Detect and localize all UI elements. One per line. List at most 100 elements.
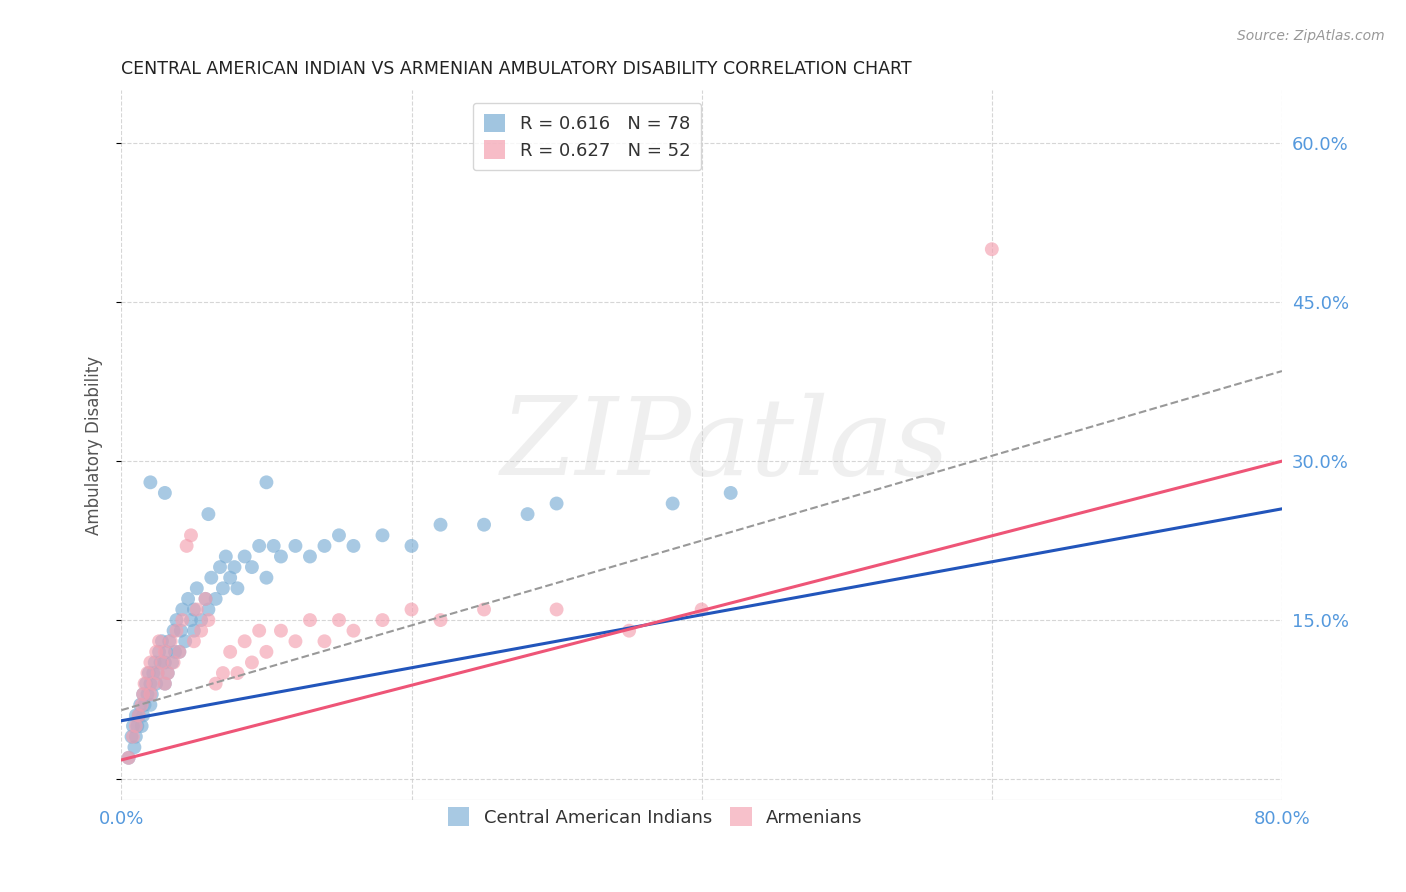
Point: [240, 560, 263, 574]
Point: [136, 687, 159, 701]
Point: [690, 602, 713, 616]
Point: [134, 676, 156, 690]
Point: [117, 751, 139, 765]
Point: [124, 740, 146, 755]
Point: [190, 624, 212, 638]
Point: [150, 656, 173, 670]
Point: [176, 539, 198, 553]
Point: [153, 676, 176, 690]
Point: [661, 496, 683, 510]
Point: [150, 634, 173, 648]
Point: [153, 645, 176, 659]
Point: [145, 645, 167, 659]
Point: [472, 602, 495, 616]
Point: [197, 507, 219, 521]
Point: [174, 634, 197, 648]
Point: [166, 624, 188, 638]
Point: [247, 624, 270, 638]
Text: CENTRAL AMERICAN INDIAN VS ARMENIAN AMBULATORY DISABILITY CORRELATION CHART: CENTRAL AMERICAN INDIAN VS ARMENIAN AMBU…: [121, 60, 912, 78]
Point: [169, 645, 191, 659]
Point: [160, 656, 183, 670]
Point: [371, 528, 394, 542]
Point: [172, 602, 194, 616]
Point: [342, 624, 364, 638]
Point: [371, 613, 394, 627]
Point: [139, 698, 162, 712]
Point: [132, 687, 155, 701]
Point: [617, 624, 640, 638]
Point: [226, 666, 249, 681]
Point: [125, 730, 148, 744]
Point: [141, 687, 163, 701]
Point: [157, 634, 180, 648]
Point: [314, 634, 336, 648]
Point: [117, 751, 139, 765]
Point: [153, 486, 176, 500]
Point: [139, 687, 162, 701]
Point: [186, 582, 208, 596]
Point: [139, 676, 162, 690]
Point: [429, 517, 451, 532]
Point: [183, 634, 205, 648]
Point: [153, 656, 176, 670]
Point: [183, 624, 205, 638]
Point: [233, 549, 256, 564]
Point: [122, 719, 145, 733]
Point: [204, 591, 226, 606]
Point: [125, 708, 148, 723]
Point: [212, 666, 235, 681]
Point: [314, 539, 336, 553]
Point: [139, 475, 162, 490]
Text: ZIPatlas: ZIPatlas: [501, 392, 949, 498]
Point: [401, 602, 423, 616]
Point: [180, 528, 202, 542]
Point: [516, 507, 538, 521]
Point: [270, 549, 292, 564]
Point: [129, 698, 152, 712]
Point: [162, 656, 184, 670]
Point: [128, 708, 150, 723]
Legend: Central American Indians, Armenians: Central American Indians, Armenians: [440, 800, 870, 834]
Point: [204, 676, 226, 690]
Point: [121, 730, 143, 744]
Point: [226, 582, 249, 596]
Point: [263, 539, 285, 553]
Point: [183, 602, 205, 616]
Point: [328, 613, 350, 627]
Point: [131, 698, 153, 712]
Point: [429, 613, 451, 627]
Point: [155, 645, 177, 659]
Y-axis label: Ambulatory Disability: Ambulatory Disability: [86, 356, 103, 535]
Point: [125, 719, 148, 733]
Point: [149, 656, 172, 670]
Point: [254, 571, 277, 585]
Point: [298, 613, 321, 627]
Point: [128, 708, 150, 723]
Point: [298, 549, 321, 564]
Point: [254, 475, 277, 490]
Point: [194, 591, 217, 606]
Point: [142, 676, 165, 690]
Point: [132, 687, 155, 701]
Point: [186, 602, 208, 616]
Point: [162, 624, 184, 638]
Point: [153, 676, 176, 690]
Point: [146, 666, 169, 681]
Point: [177, 591, 200, 606]
Point: [284, 539, 307, 553]
Text: Source: ZipAtlas.com: Source: ZipAtlas.com: [1237, 29, 1385, 43]
Point: [172, 613, 194, 627]
Point: [980, 242, 1002, 256]
Point: [131, 719, 153, 733]
Point: [127, 719, 149, 733]
Point: [159, 634, 181, 648]
Point: [148, 634, 170, 648]
Point: [156, 666, 179, 681]
Point: [138, 666, 160, 681]
Point: [342, 539, 364, 553]
Point: [134, 698, 156, 712]
Point: [132, 708, 155, 723]
Point: [270, 624, 292, 638]
Point: [224, 560, 246, 574]
Point: [472, 517, 495, 532]
